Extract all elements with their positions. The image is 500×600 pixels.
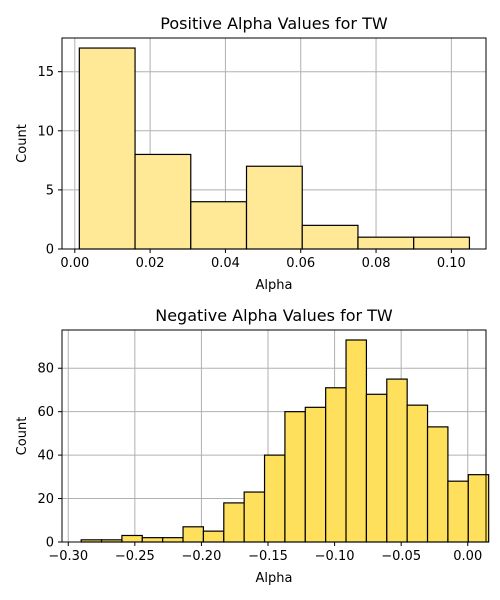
y-tick-label: 0 xyxy=(46,243,54,258)
histogram-bar xyxy=(345,339,368,543)
chart-title: Negative Alpha Values for TW xyxy=(155,306,393,325)
histogram-bars xyxy=(80,339,490,543)
positive-alpha-chart: 0.00 0.02 0.04 0.06 0.08 0.10 0 5 10 15 Positive… xyxy=(15,14,487,293)
x-axis-label: Alpha xyxy=(256,571,293,586)
y-axis-ticks: 0 5 10 15 xyxy=(37,65,62,258)
histogram-bar xyxy=(447,480,469,543)
x-axis-ticks: 0.00 0.02 0.04 0.06 0.08 0.10 xyxy=(60,249,466,271)
x-tick-label: −0.05 xyxy=(381,549,421,564)
y-tick-label: 10 xyxy=(37,124,54,139)
y-tick-label: 5 xyxy=(46,183,54,198)
histogram-bar xyxy=(357,236,415,250)
x-axis-label: Alpha xyxy=(256,278,293,293)
x-tick-label: −0.30 xyxy=(48,549,88,564)
histogram-bar xyxy=(243,491,266,543)
y-axis-label: Count xyxy=(15,124,30,163)
axes-frame xyxy=(61,37,487,250)
axes-frame xyxy=(61,329,487,543)
histogram-bar xyxy=(134,153,192,250)
histogram-bar xyxy=(202,530,225,543)
histogram-bar xyxy=(304,406,327,543)
chart-title: Positive Alpha Values for TW xyxy=(160,14,388,33)
histogram-bar xyxy=(386,378,408,543)
histogram-bar xyxy=(426,426,449,543)
histogram-bar xyxy=(365,393,388,543)
x-tick-label: 0.02 xyxy=(136,256,165,271)
y-tick-label: 80 xyxy=(37,362,54,377)
x-tick-label: −0.25 xyxy=(115,549,155,564)
histogram-bar xyxy=(406,404,429,543)
y-axis-ticks: 0 20 40 60 80 xyxy=(37,362,62,551)
x-tick-label: −0.10 xyxy=(315,549,355,564)
histogram-bar xyxy=(263,454,286,543)
histogram-bar xyxy=(190,201,248,250)
histogram-bar xyxy=(413,236,471,250)
histogram-bar xyxy=(182,526,205,543)
negative-alpha-chart: −0.30 −0.25 −0.20 −0.15 −0.10 −0.05 0.00 0 20 40… xyxy=(15,306,490,586)
histogram-bar xyxy=(162,537,184,543)
histogram-bar xyxy=(223,502,245,543)
x-tick-label: −0.20 xyxy=(182,549,222,564)
histogram-bar xyxy=(325,387,347,543)
x-tick-label: 0.08 xyxy=(362,256,391,271)
histogram-bars xyxy=(78,47,471,250)
x-tick-label: 0.00 xyxy=(453,549,482,564)
x-tick-label: −0.15 xyxy=(248,549,288,564)
x-axis-ticks: −0.30 −0.25 −0.20 −0.15 −0.10 −0.05 0.00 xyxy=(48,542,482,564)
x-tick-label: 0.10 xyxy=(437,256,466,271)
histogram-bar xyxy=(284,411,306,543)
histogram-bar xyxy=(141,537,164,543)
x-tick-label: 0.04 xyxy=(211,256,240,271)
histogram-bar xyxy=(301,224,359,250)
x-tick-label: 0.00 xyxy=(60,256,89,271)
y-tick-label: 15 xyxy=(37,65,54,80)
x-tick-label: 0.06 xyxy=(286,256,315,271)
y-axis-label: Count xyxy=(15,417,30,456)
histogram-bar xyxy=(78,47,136,250)
y-tick-label: 60 xyxy=(37,405,54,420)
y-tick-label: 40 xyxy=(37,449,54,464)
y-tick-label: 20 xyxy=(37,492,54,507)
histogram-bar xyxy=(245,165,303,250)
y-tick-label: 0 xyxy=(46,536,54,551)
histogram-bar xyxy=(121,534,143,543)
